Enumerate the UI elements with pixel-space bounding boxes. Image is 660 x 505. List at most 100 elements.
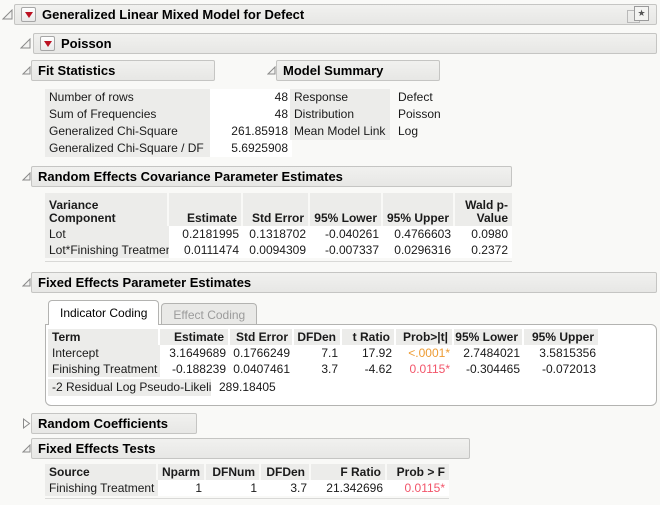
- red-triangle-glyph: [24, 11, 33, 18]
- column-header: Variance Component: [45, 193, 167, 226]
- table-header-row: Variance Component Estimate Std Error 95…: [45, 193, 512, 226]
- pin-star-glyph: ★: [634, 5, 649, 21]
- stat-value: 48: [210, 106, 292, 123]
- summary-label: Distribution: [290, 106, 390, 123]
- table-row: Response Defect: [290, 89, 460, 106]
- likelihood-value: 289.18405: [219, 380, 276, 394]
- nparm-value: 1: [158, 480, 206, 496]
- likelihood-label: -2 Residual Log Pseudo-Likelihood: [48, 379, 211, 396]
- indicator-coding-panel: Term Estimate Std Error DFDen t Ratio Pr…: [45, 324, 657, 406]
- upper-ci-value: 0.4766603: [383, 226, 455, 242]
- table-row: Number of rows 48: [45, 89, 292, 106]
- fixed-effects-header[interactable]: Fixed Effects Parameter Estimates: [31, 272, 657, 293]
- variance-component: Lot: [45, 226, 169, 242]
- table-row: Lot*Finishing Treatment 0.0111474 0.0094…: [45, 242, 512, 258]
- term-label: Intercept: [48, 345, 160, 361]
- model-summary-header[interactable]: Model Summary: [276, 60, 440, 81]
- disclosure-open-icon[interactable]: [21, 171, 31, 181]
- table-row: Generalized Chi-Square / DF 5.6925908: [45, 140, 292, 157]
- p-value: <.0001*: [396, 345, 454, 361]
- estimate-value: 0.0111474: [169, 242, 243, 258]
- f-ratio-value: 21.342696: [311, 480, 387, 496]
- column-header: 95% Upper: [524, 329, 598, 345]
- column-header: Nparm: [158, 464, 204, 480]
- column-header: Source: [45, 464, 156, 480]
- model-summary-table: Response Defect Distribution Poisson Mea…: [290, 89, 460, 140]
- table-row: Sum of Frequencies 48: [45, 106, 292, 123]
- stat-value: 5.6925908: [210, 140, 292, 157]
- tab-effect-coding[interactable]: Effect Coding: [161, 303, 258, 325]
- random-coefficients-title: Random Coefficients: [38, 416, 169, 431]
- keep-pin-icon[interactable]: ★: [626, 5, 650, 25]
- tab-indicator-coding[interactable]: Indicator Coding: [48, 300, 160, 325]
- wald-p-value: 0.0980: [455, 226, 512, 242]
- stat-label: Generalized Chi-Square / DF: [45, 140, 210, 157]
- variance-component: Lot*Finishing Treatment: [45, 242, 169, 258]
- column-header: t Ratio: [342, 329, 394, 345]
- report-title-bar[interactable]: Generalized Linear Mixed Model for Defec…: [14, 4, 657, 25]
- table-row: Generalized Chi-Square 261.85918: [45, 123, 292, 140]
- random-effects-header[interactable]: Random Effects Covariance Parameter Esti…: [31, 166, 512, 187]
- std-error-value: 0.1766249: [230, 345, 294, 361]
- fixed-effects-tests-header[interactable]: Fixed Effects Tests: [31, 438, 470, 459]
- stat-value: 48: [210, 89, 292, 106]
- random-coefficients-header[interactable]: Random Coefficients: [31, 413, 197, 434]
- disclosure-open-icon[interactable]: [266, 65, 276, 75]
- estimate-value: -0.188239: [160, 361, 230, 377]
- column-header: Prob > F: [387, 464, 449, 480]
- dfden-value: 3.7: [261, 480, 311, 496]
- column-header: Std Error: [230, 329, 292, 345]
- red-triangle-menu-icon[interactable]: [21, 7, 36, 22]
- std-error-value: 0.0094309: [243, 242, 310, 258]
- column-header: Term: [48, 329, 158, 345]
- disclosure-open-icon[interactable]: [21, 277, 31, 287]
- table-row: Finishing Treatment -0.188239 0.0407461 …: [48, 361, 656, 377]
- summary-label: Response: [290, 89, 390, 106]
- disclosure-open-icon[interactable]: [21, 65, 31, 75]
- poisson-title: Poisson: [61, 36, 112, 51]
- disclosure-open-icon[interactable]: [21, 443, 31, 453]
- fixed-effects-title: Fixed Effects Parameter Estimates: [38, 275, 252, 290]
- fit-statistics-table: Number of rows 48 Sum of Frequencies 48 …: [45, 89, 292, 157]
- table-row: Intercept 3.1649689 0.1766249 7.1 17.92 …: [48, 345, 656, 361]
- column-header: Prob>|t|: [396, 329, 452, 345]
- lower-ci-value: -0.304465: [454, 361, 524, 377]
- column-header: 95% Lower: [454, 329, 522, 345]
- fit-statistics-header[interactable]: Fit Statistics: [31, 60, 215, 81]
- source-label: Finishing Treatment: [45, 480, 158, 496]
- lower-ci-value: -0.040261: [310, 226, 383, 242]
- red-triangle-menu-icon[interactable]: [40, 36, 55, 51]
- stat-label: Sum of Frequencies: [45, 106, 210, 123]
- disclosure-open-icon[interactable]: [19, 37, 31, 49]
- fixed-effects-tests-title: Fixed Effects Tests: [38, 441, 156, 456]
- fixed-effects-table: Term Estimate Std Error DFDen t Ratio Pr…: [48, 329, 656, 396]
- table-footer-row: -2 Residual Log Pseudo-Likelihood 289.18…: [48, 379, 656, 396]
- std-error-value: 0.1318702: [243, 226, 310, 242]
- model-summary-title: Model Summary: [283, 63, 384, 78]
- p-value: 0.0115*: [387, 480, 449, 496]
- column-header: 95% Upper: [383, 193, 453, 226]
- column-header: F Ratio: [311, 464, 385, 480]
- std-error-value: 0.0407461: [230, 361, 294, 377]
- disclosure-open-icon[interactable]: [1, 8, 13, 20]
- upper-ci-value: -0.072013: [524, 361, 600, 377]
- dfden-value: 3.7: [294, 361, 342, 377]
- t-ratio-value: 17.92: [342, 345, 396, 361]
- disclosure-closed-icon[interactable]: [22, 418, 31, 429]
- table-header-row: Term Estimate Std Error DFDen t Ratio Pr…: [48, 329, 656, 345]
- random-effects-table: Variance Component Estimate Std Error 95…: [45, 193, 512, 262]
- poisson-section-bar[interactable]: Poisson: [33, 33, 657, 54]
- table-row: Finishing Treatment 1 1 3.7 21.342696 0.…: [45, 480, 449, 496]
- fixed-effects-tests-table: Source Nparm DFNum DFDen F Ratio Prob > …: [45, 464, 449, 499]
- column-header: DFDen: [294, 329, 340, 345]
- t-ratio-value: -4.62: [342, 361, 396, 377]
- red-triangle-glyph: [43, 40, 52, 47]
- summary-label: Mean Model Link: [290, 123, 390, 140]
- coding-tabs: Indicator Coding Effect Coding: [45, 300, 258, 325]
- summary-value: Poisson: [398, 107, 441, 121]
- column-header: DFNum: [206, 464, 259, 480]
- estimate-value: 0.2181995: [169, 226, 243, 242]
- summary-value: Defect: [398, 90, 433, 104]
- stat-label: Number of rows: [45, 89, 210, 106]
- table-row: Lot 0.2181995 0.1318702 -0.040261 0.4766…: [45, 226, 512, 242]
